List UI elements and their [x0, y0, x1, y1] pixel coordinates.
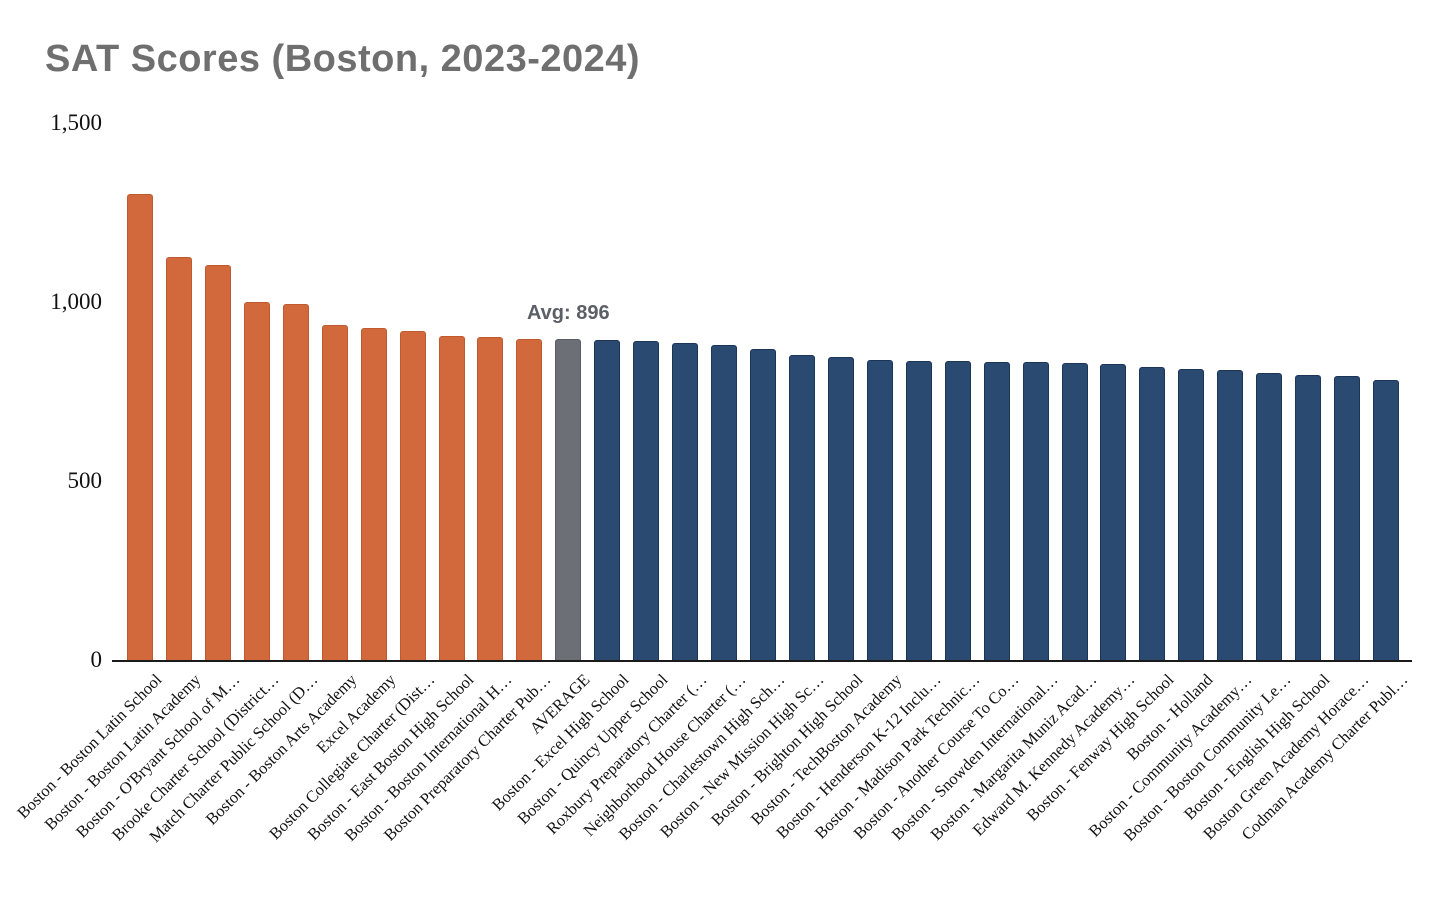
bar	[788, 354, 815, 660]
bar	[477, 337, 504, 660]
bar	[204, 265, 231, 660]
bar	[750, 348, 776, 660]
y-tick-label: 1,000	[50, 289, 102, 314]
bar	[516, 338, 543, 660]
bar	[1295, 374, 1322, 660]
bar	[827, 357, 854, 660]
bar	[321, 324, 348, 660]
bar	[672, 342, 699, 660]
x-axis-line	[112, 660, 1412, 662]
bar	[905, 360, 932, 660]
bar	[944, 361, 971, 660]
bar-average	[555, 339, 582, 660]
plot-area: 1,500 1,000 500 0 Avg: 896 Boston - Boston …	[13, 110, 1412, 846]
bar	[360, 328, 387, 660]
bar	[1373, 380, 1399, 660]
y-tick-label: 0	[90, 647, 103, 672]
bar	[983, 361, 1010, 660]
bar	[438, 335, 465, 660]
chart-title: SAT Scores (Boston, 2023-2024)	[45, 38, 641, 80]
y-tick-label: 1,500	[50, 110, 102, 135]
bar	[594, 339, 621, 660]
bar	[1334, 376, 1361, 660]
bar	[711, 344, 738, 660]
average-annotation: Avg: 896	[526, 302, 610, 325]
bar	[165, 257, 192, 660]
bar	[127, 193, 153, 660]
bar	[243, 301, 270, 660]
bar	[1217, 370, 1244, 660]
bar	[1139, 367, 1166, 660]
bar	[866, 360, 893, 660]
bar	[633, 341, 660, 660]
bar	[1061, 362, 1088, 660]
bar	[399, 330, 426, 660]
bar	[1256, 372, 1283, 660]
y-tick-label: 500	[67, 468, 103, 493]
bar	[1178, 369, 1205, 660]
bar	[282, 304, 309, 660]
bar	[1100, 364, 1127, 660]
bar	[1022, 362, 1049, 660]
